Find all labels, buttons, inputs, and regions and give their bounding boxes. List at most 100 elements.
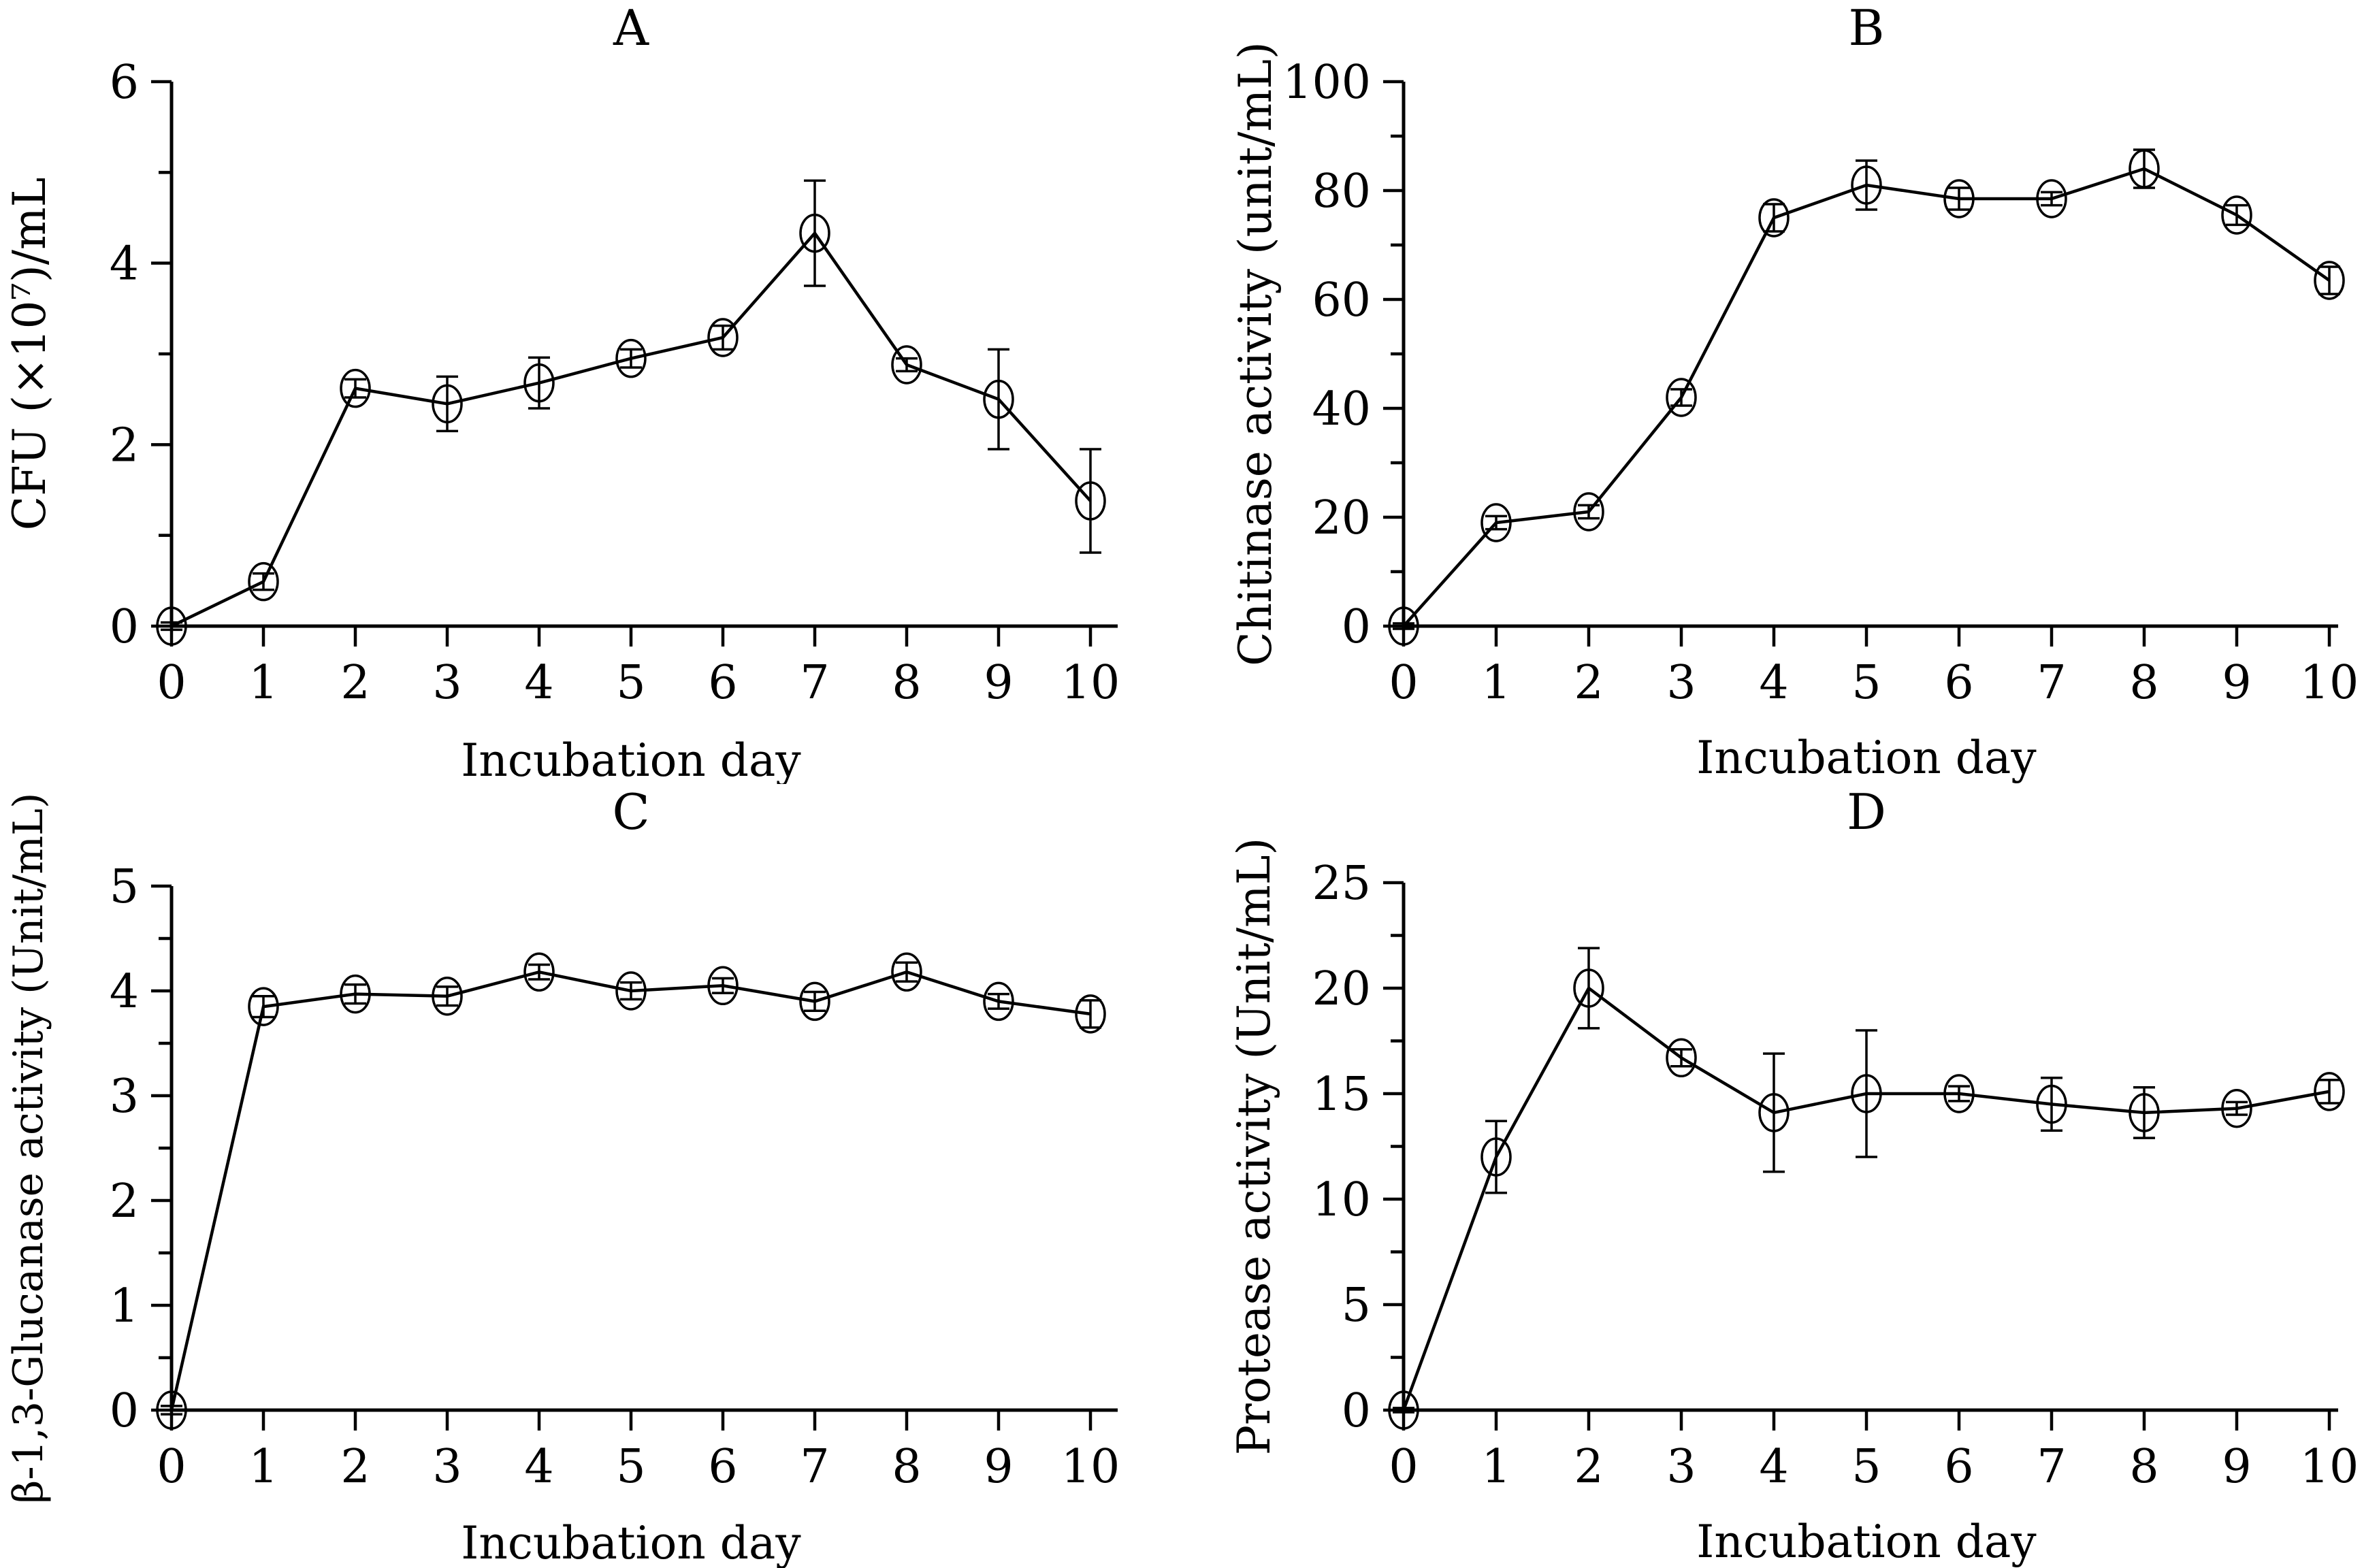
y-axis-label: Protease activity (Unit/mL) [1228, 838, 1280, 1456]
data-point-marker [983, 379, 1014, 419]
data-point-marker [156, 606, 187, 646]
axes-group [151, 80, 1118, 647]
x-tick-label: 8 [2129, 1440, 2158, 1494]
panel-b-chitinase-chart: 0 20 40 60 80 100 0 1 2 3 4 5 6 7 8 9 10 B Incubation day C… [1189, 0, 2379, 784]
x-tick-label: 3 [432, 1440, 462, 1494]
data-point-marker [1573, 492, 1604, 532]
x-tick-label: 10 [1061, 656, 1120, 710]
y-tick-label: 100 [1282, 56, 1371, 110]
x-tick-label: 10 [1061, 1440, 1120, 1494]
data-point-marker [1388, 606, 1419, 646]
x-tick-label: 8 [2129, 656, 2158, 710]
data-point-marker [1573, 968, 1604, 1008]
panel-title: B [1849, 0, 1885, 56]
panel-title: A [613, 0, 649, 56]
x-axis-label: Incubation day [461, 734, 801, 784]
x-tick-label: 6 [708, 1440, 737, 1494]
x-tick-label: 5 [616, 656, 645, 710]
x-tick-label: 2 [1574, 1440, 1603, 1494]
data-point-marker [340, 974, 371, 1014]
x-tick-label: 0 [1389, 1440, 1418, 1494]
data-line [1402, 167, 2331, 627]
x-tick-label: 5 [616, 1440, 645, 1494]
data-point-marker [1758, 198, 1790, 238]
data-point-marker [2221, 195, 2252, 235]
y-tick-label: 60 [1312, 274, 1371, 327]
data-point-marker [1758, 1093, 1790, 1132]
x-tick-label: 1 [1481, 656, 1510, 710]
x-tick-label: 0 [157, 656, 186, 710]
data-point-marker [891, 345, 922, 385]
data-point-marker [1075, 994, 1106, 1034]
data-point-marker [432, 976, 463, 1016]
data-line [1402, 985, 2330, 1411]
y-tick-label: 0 [110, 600, 139, 654]
panel-a-cfu-chart: 0 2 4 6 0 1 2 3 4 5 6 7 8 9 10 A Incubation day CFU (×10⁷… [0, 0, 1189, 784]
x-tick-label: 6 [1944, 656, 1973, 710]
y-tick-label: 6 [110, 56, 139, 110]
data-point-marker [799, 981, 830, 1022]
markers-group [156, 213, 1106, 646]
data-point-marker [1388, 1390, 1419, 1430]
y-axis-label: CFU (×10⁷)/mL [3, 178, 56, 531]
y-tick-label: 1 [110, 1279, 139, 1333]
x-tick-label: 6 [708, 656, 737, 710]
x-tick-label: 7 [2037, 656, 2066, 710]
y-axis-label: Chitinase activity (unit/mL) [1229, 42, 1282, 666]
error-bars-group [1393, 148, 2340, 630]
data-point-marker [2221, 1088, 2252, 1128]
data-line [169, 970, 1091, 1411]
x-tick-label: 0 [1389, 656, 1418, 710]
y-tick-label: 25 [1312, 857, 1371, 911]
x-tick-label: 4 [524, 656, 553, 710]
axes-group [1383, 881, 2338, 1431]
x-tick-label: 6 [1944, 1440, 1973, 1494]
x-tick-label: 5 [1851, 656, 1881, 710]
data-point-marker [891, 952, 922, 992]
data-point-marker [1851, 165, 1882, 205]
y-tick-label: 20 [1312, 962, 1371, 1016]
x-tick-label: 2 [1574, 656, 1603, 710]
error-bars-group [161, 179, 1101, 632]
chart-svg-panel-b: 0 20 40 60 80 100 0 1 2 3 4 5 6 7 8 9 10 B Incubation day C… [1229, 0, 2359, 784]
x-tick-label: 9 [984, 656, 1013, 710]
data-point-marker [2314, 261, 2345, 300]
data-point-marker [248, 561, 279, 602]
data-point-marker [156, 1390, 187, 1430]
chart-svg-panel-a: 0 2 4 6 0 1 2 3 4 5 6 7 8 9 10 A Incubation day CFU (×10⁷… [3, 0, 1120, 784]
x-axis-label: Incubation day [461, 1517, 801, 1568]
panel-c-glucanase-chart: 0 1 2 3 4 5 0 1 2 3 4 5 6 7 8 9 10 C Incubation day β-1,3-G… [0, 784, 1189, 1568]
y-tick-label: 2 [110, 419, 139, 472]
data-point-marker [2129, 1093, 2160, 1132]
x-tick-label: 8 [892, 1440, 921, 1494]
data-point-marker [2314, 1072, 2345, 1111]
markers-group [1388, 149, 2345, 646]
x-tick-label: 3 [432, 656, 462, 710]
x-tick-label: 1 [248, 656, 278, 710]
data-point-marker [1851, 1074, 1882, 1113]
chart-svg-panel-d: 0 5 10 15 20 25 0 1 2 3 4 5 6 7 8 9 10 D Incubation day Pro… [1228, 784, 2359, 1568]
y-tick-label: 20 [1312, 491, 1371, 545]
data-point-marker [707, 966, 739, 1006]
panel-title: C [612, 784, 649, 840]
y-tick-label: 0 [110, 1384, 139, 1438]
data-point-marker [432, 384, 463, 424]
error-bars-group [161, 961, 1101, 1416]
y-tick-label: 4 [110, 965, 139, 1019]
y-tick-label: 0 [1342, 1384, 1371, 1438]
x-tick-label: 4 [1759, 656, 1788, 710]
x-tick-label: 3 [1666, 1440, 1696, 1494]
data-point-marker [1075, 481, 1106, 521]
data-line [171, 231, 1092, 628]
y-tick-label: 15 [1312, 1068, 1371, 1122]
x-tick-label: 0 [157, 1440, 186, 1494]
axes-group [1383, 80, 2338, 647]
y-tick-label: 40 [1312, 382, 1371, 436]
data-point-marker [2129, 149, 2160, 189]
x-tick-label: 7 [800, 1440, 829, 1494]
y-tick-label: 0 [1342, 600, 1371, 654]
x-tick-label: 10 [2300, 656, 2359, 710]
x-tick-label: 2 [340, 1440, 370, 1494]
